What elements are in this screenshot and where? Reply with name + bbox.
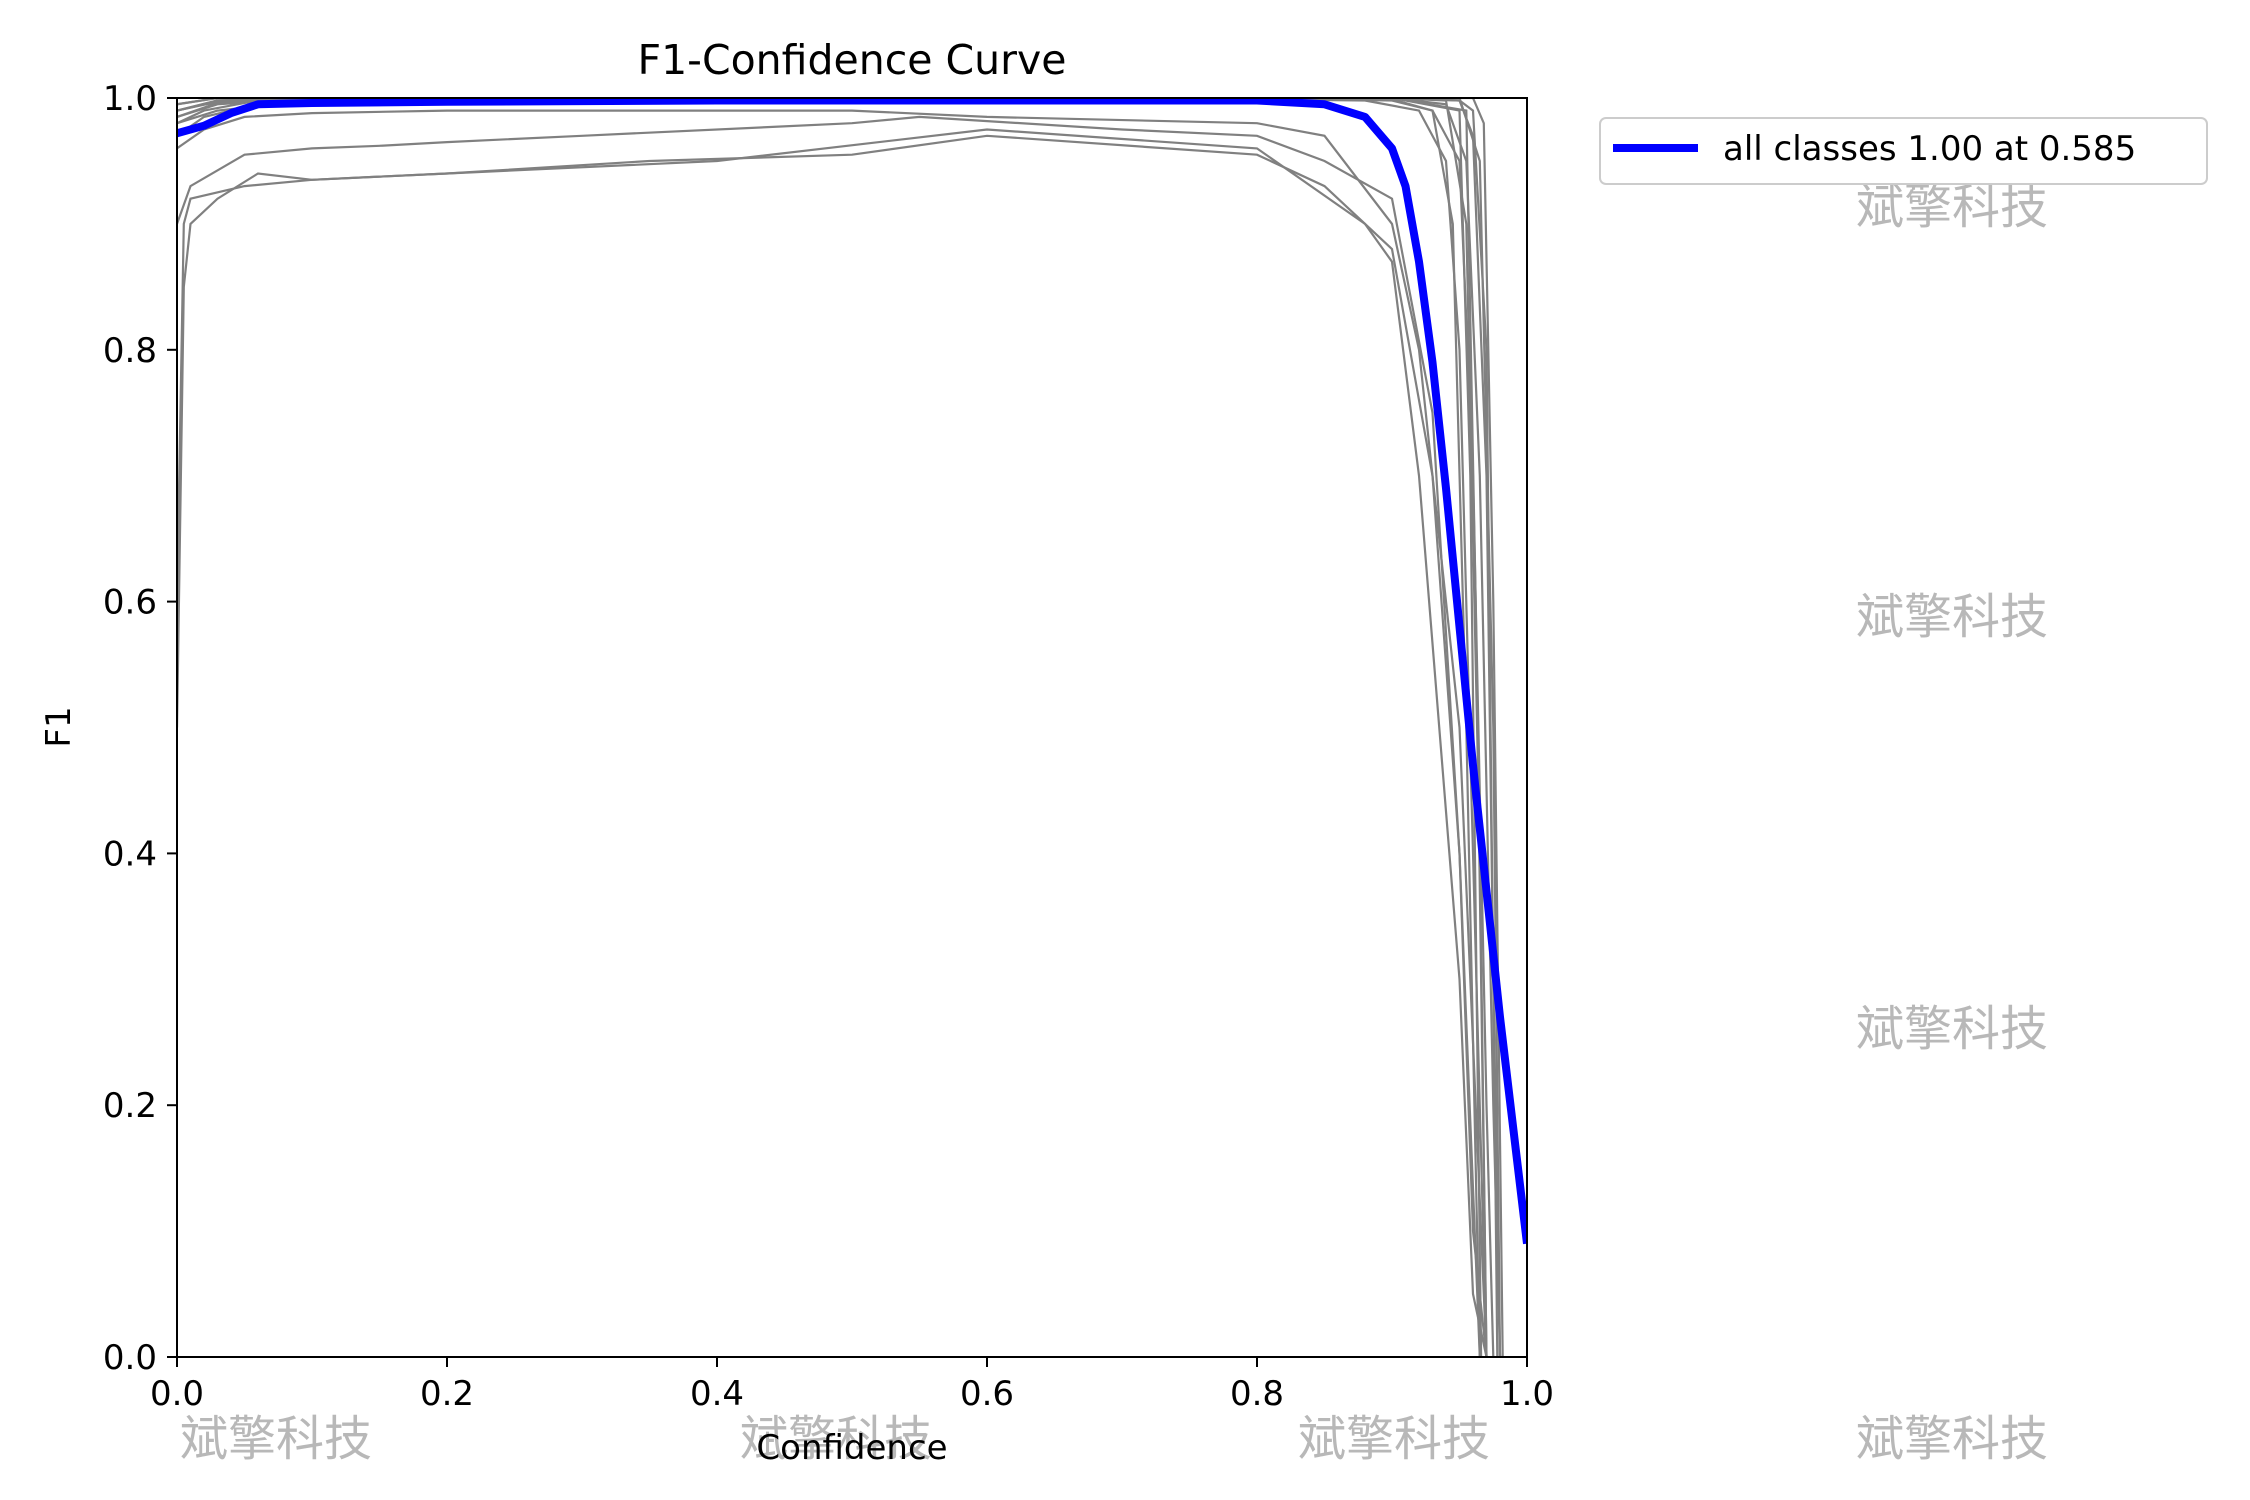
class-curve-line: [177, 98, 1483, 1357]
watermark-text: 斌擎科技: [1856, 1411, 2048, 1467]
x-tick-label: 0.0: [150, 1374, 204, 1414]
x-tick-label: 0.6: [960, 1374, 1014, 1414]
legend-label-all-classes: all classes 1.00 at 0.585: [1723, 129, 2136, 169]
class-curve-line: [177, 134, 1488, 1357]
x-tick-label: 0.4: [690, 1374, 744, 1414]
plot-frame: [176, 97, 1528, 1358]
y-tick-label: 0.0: [103, 1338, 157, 1378]
x-tick-label: 0.2: [420, 1374, 474, 1414]
class-curve-line: [177, 128, 1488, 1357]
watermark-text: 斌擎科技: [740, 1411, 932, 1467]
all-classes-curve: [177, 98, 1527, 1245]
watermark-text: 斌擎科技: [1856, 1001, 2048, 1057]
y-tick-label: 1.0: [103, 79, 157, 119]
y-tick-label: 0.4: [103, 834, 157, 874]
class-curve-line: [177, 115, 1481, 1357]
y-tick-label: 0.2: [103, 1086, 157, 1126]
watermark-text: 斌擎科技: [1856, 589, 2048, 645]
y-axis-label: F1: [39, 706, 79, 747]
plot-area: [177, 98, 1527, 1357]
y-tick-label: 0.6: [103, 583, 157, 623]
y-tick-label: 0.8: [103, 331, 157, 371]
chart-title: F1-Confidence Curve: [638, 36, 1067, 84]
all-classes-curve-group: [177, 98, 1527, 1245]
x-axis-ticks: 0.0 0.2 0.4 0.6 0.8 1.0: [150, 1357, 1554, 1414]
class-curve-line: [177, 98, 1504, 1357]
x-tick-label: 1.0: [1500, 1374, 1554, 1414]
legend: all classes 1.00 at 0.585: [1599, 117, 2208, 185]
class-curve-line: [177, 109, 1488, 1357]
y-axis-ticks: 0.0 0.2 0.4 0.6 0.8 1.0: [103, 79, 177, 1378]
watermark-text: 斌擎科技: [1298, 1411, 1490, 1467]
x-axis-label: Confidence: [756, 1428, 947, 1468]
x-tick-label: 0.8: [1230, 1374, 1284, 1414]
class-curve-line: [177, 98, 1488, 1357]
watermark-text: 斌擎科技: [180, 1411, 372, 1467]
watermark-text: 斌擎科技: [1856, 179, 2048, 235]
legend-box: [1599, 117, 2208, 185]
